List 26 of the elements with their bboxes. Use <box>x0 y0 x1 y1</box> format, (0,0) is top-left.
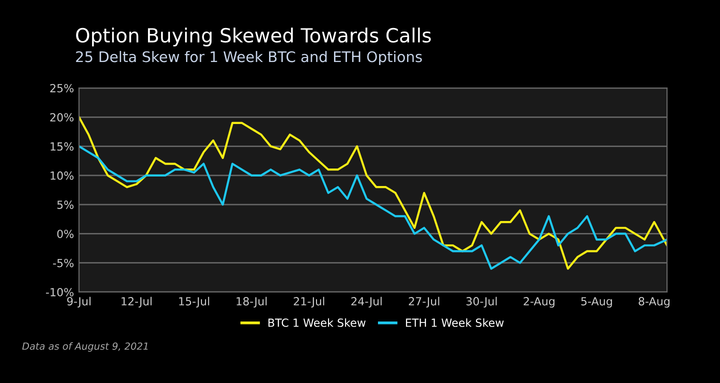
x-tick-label: 18-Jul <box>236 296 267 308</box>
y-tick-label: 10% <box>50 171 74 180</box>
y-tick-label: 25% <box>50 84 74 92</box>
x-tick-label: 9-Jul <box>67 296 91 308</box>
y-tick-label: 5% <box>57 200 74 209</box>
x-tick-label: 12-Jul <box>122 296 152 308</box>
x-tick-label: 5-Aug <box>581 297 612 308</box>
x-tick-label: 21-Jul <box>294 296 324 308</box>
y-tick-label: -10% <box>46 288 74 296</box>
x-tick-label: 2-Aug <box>524 297 554 308</box>
y-tick-label: 20% <box>50 113 74 122</box>
legend-label: BTC 1 Week Skew <box>268 318 366 327</box>
x-tick-label: 24-Jul <box>351 296 382 308</box>
x-tick-label: 27-Jul <box>408 296 440 308</box>
line-series <box>79 116 667 270</box>
legend-label: ETH 1 Week Skew <box>406 318 504 327</box>
chart-subtitle: 25 Delta Skew for 1 Week BTC and ETH Options <box>76 50 422 66</box>
text: Data as of August 9, 2021 <box>22 342 148 352</box>
x-tick-label: 30-Jul <box>466 296 497 308</box>
y-tick-label: 15% <box>50 142 74 151</box>
chart-title: Option Buying Skewed Towards Calls <box>76 28 431 46</box>
x-tick-label: 15-Jul <box>179 296 210 308</box>
x-tick-label: 8-Aug <box>638 297 670 308</box>
line-series <box>79 145 667 270</box>
y-tick-label: 0% <box>57 230 74 238</box>
y-tick-label: -5% <box>53 258 74 268</box>
